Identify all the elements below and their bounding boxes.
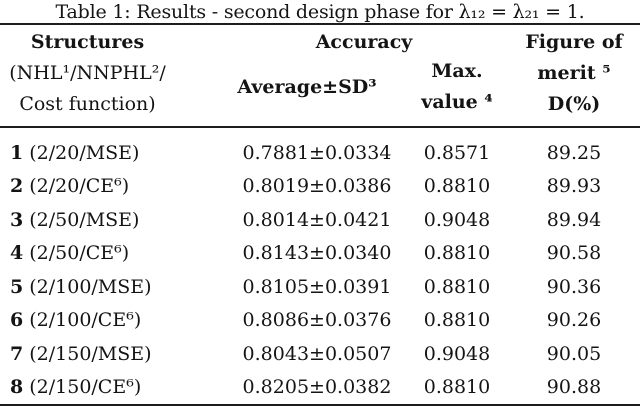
max-value: 0.8810: [423, 275, 491, 298]
structure-label: (2/50/MSE): [29, 208, 140, 231]
structure-cell: 4 (2/50/CE⁶): [10, 237, 185, 271]
table-body: 1 (2/20/MSE) 0.7881±0.0334 0.8571 89.25 2…: [0, 136, 640, 404]
table-row: 1 (2/20/MSE) 0.7881±0.0334 0.8571 89.25: [0, 136, 640, 170]
structure-label: (2/20/CE⁶): [29, 175, 130, 198]
table-row: 7 (2/150/MSE) 0.8043±0.0507 0.9048 90.05: [0, 337, 640, 371]
average-sd-value: 0.8014±0.0421: [242, 208, 392, 231]
table-row: 5 (2/100/MSE) 0.8105±0.0391 0.8810 90.36: [0, 270, 640, 304]
structure-number: 1: [10, 141, 24, 164]
table-row: 2 (2/20/CE⁶) 0.8019±0.0386 0.8810 89.93: [0, 170, 640, 204]
figure-of-merit-value: 89.25: [546, 141, 602, 164]
header-fom-line2: merit ⁵: [537, 62, 611, 84]
header-fom-line3: D(%): [547, 93, 601, 115]
header-structures: Structures (NHL¹/NNPHL²/ Cost function): [0, 27, 175, 120]
header-accuracy-group: Accuracy: [315, 31, 413, 53]
table-row: 6 (2/100/CE⁶) 0.8086±0.0376 0.8810 90.26: [0, 304, 640, 338]
table-caption: Table 1: Results - second design phase f…: [55, 1, 585, 23]
structure-number: 3: [10, 208, 24, 231]
structure-label: (2/150/MSE): [29, 342, 152, 365]
structure-cell: 3 (2/50/MSE): [10, 203, 185, 237]
average-sd-value: 0.8086±0.0376: [242, 309, 392, 332]
structure-number: 4: [10, 242, 24, 265]
bottom-rule: [0, 404, 640, 406]
figure-of-merit-value: 89.93: [546, 175, 602, 198]
header-structures-title: Structures: [30, 31, 145, 53]
structure-number: 7: [10, 342, 24, 365]
figure-of-merit-value: 90.26: [546, 309, 602, 332]
average-sd-value: 0.8019±0.0386: [242, 175, 392, 198]
average-sd-value: 0.8043±0.0507: [242, 342, 392, 365]
structure-label: (2/20/MSE): [29, 141, 140, 164]
figure-of-merit-value: 90.58: [546, 242, 602, 265]
top-rule: [0, 23, 640, 25]
header-structures-sub2: Cost function): [19, 93, 156, 115]
structure-number: 5: [10, 275, 24, 298]
header-average-sd: Average±SD³: [237, 76, 377, 98]
structure-label: (2/100/MSE): [29, 275, 152, 298]
structure-label: (2/100/CE⁶): [29, 309, 142, 332]
structure-cell: 8 (2/150/CE⁶): [10, 371, 185, 405]
max-value: 0.9048: [423, 208, 491, 231]
table-row: 3 (2/50/MSE) 0.8014±0.0421 0.9048 89.94: [0, 203, 640, 237]
max-value: 0.8810: [423, 376, 491, 399]
structure-cell: 7 (2/150/MSE): [10, 337, 185, 371]
table-row: 4 (2/50/CE⁶) 0.8143±0.0340 0.8810 90.58: [0, 237, 640, 271]
structure-label: (2/50/CE⁶): [29, 242, 130, 265]
table-row: 8 (2/150/CE⁶) 0.8205±0.0382 0.8810 90.88: [0, 371, 640, 405]
figure-of-merit-value: 89.94: [546, 208, 602, 231]
header-structures-sub1: (NHL¹/NNPHL²/: [9, 62, 166, 84]
figure-of-merit-value: 90.36: [546, 275, 602, 298]
header-max-line1: Max.: [431, 60, 483, 82]
structure-cell: 6 (2/100/CE⁶): [10, 304, 185, 338]
header-fom-line1: Figure of: [525, 31, 623, 53]
header-rule: [0, 126, 640, 128]
structure-label: (2/150/CE⁶): [29, 376, 142, 399]
structure-number: 6: [10, 309, 24, 332]
structure-number: 8: [10, 376, 24, 399]
average-sd-value: 0.8143±0.0340: [242, 242, 392, 265]
average-sd-value: 0.8205±0.0382: [242, 376, 392, 399]
structure-cell: 5 (2/100/MSE): [10, 270, 185, 304]
figure-of-merit-value: 90.88: [546, 376, 602, 399]
header-max-value: Max. value ⁴: [407, 56, 507, 118]
max-value: 0.8810: [423, 175, 491, 198]
header-max-line2: value ⁴: [421, 91, 493, 113]
figure-of-merit-value: 90.05: [546, 342, 602, 365]
structure-cell: 2 (2/20/CE⁶): [10, 170, 185, 204]
average-sd-value: 0.8105±0.0391: [242, 275, 392, 298]
max-value: 0.8810: [423, 309, 491, 332]
structure-cell: 1 (2/20/MSE): [10, 136, 185, 170]
average-sd-value: 0.7881±0.0334: [242, 141, 392, 164]
max-value: 0.8571: [423, 141, 491, 164]
max-value: 0.9048: [423, 342, 491, 365]
header-figure-of-merit: Figure of merit ⁵ D(%): [524, 27, 624, 120]
max-value: 0.8810: [423, 242, 491, 265]
structure-number: 2: [10, 175, 24, 198]
